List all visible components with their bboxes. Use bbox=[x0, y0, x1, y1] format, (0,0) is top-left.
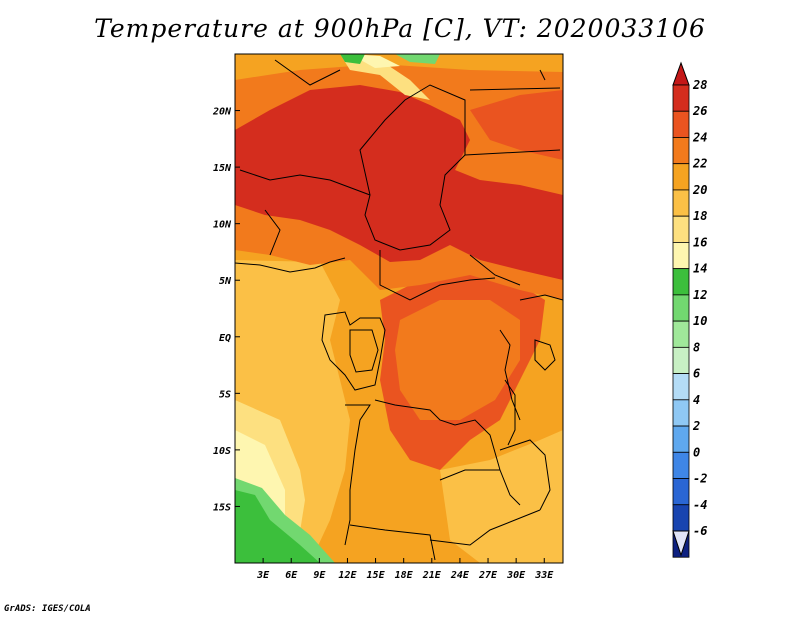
colorbar-label: 26 bbox=[692, 104, 707, 118]
lon-tick-label: 12E bbox=[338, 570, 357, 581]
colorbar-segment bbox=[672, 451, 690, 479]
map-frame bbox=[234, 53, 564, 564]
colorbar-segment bbox=[672, 399, 690, 427]
lat-tick-label: 15N bbox=[213, 163, 232, 174]
colorbar-segment bbox=[672, 373, 690, 401]
colorbar-segment bbox=[672, 478, 690, 506]
lon-tick-label: 21E bbox=[422, 570, 442, 581]
colorbar-segment bbox=[672, 137, 690, 165]
colorbar-segment bbox=[672, 110, 690, 138]
colorbar-label: -4 bbox=[693, 498, 707, 512]
colorbar-segment bbox=[672, 425, 690, 453]
lon-tick-label: 24E bbox=[450, 570, 470, 581]
lon-tick-label: 3E bbox=[256, 570, 270, 581]
colorbar-label: 16 bbox=[693, 235, 707, 249]
colorbar-segment bbox=[672, 268, 690, 296]
lat-tick-label: 10S bbox=[213, 446, 231, 457]
country-boundaries bbox=[235, 59, 563, 561]
lat-tick-label: 5N bbox=[219, 276, 232, 287]
colorbar-segment bbox=[672, 163, 690, 191]
lon-tick-label: 18E bbox=[395, 570, 414, 581]
colorbar-label: -2 bbox=[693, 472, 707, 486]
lat-tick-label: 15S bbox=[213, 502, 231, 513]
colorbar-label: 24 bbox=[692, 130, 707, 144]
colorbar-label: 6 bbox=[693, 367, 700, 381]
colorbar-label: 18 bbox=[693, 209, 707, 223]
lon-tick-label: 6E bbox=[285, 570, 298, 581]
colorbar-label: 22 bbox=[692, 157, 707, 171]
colorbar-segment bbox=[672, 242, 690, 270]
colorbar-segment bbox=[672, 320, 690, 348]
temperature-field bbox=[235, 54, 563, 563]
lon-tick-label: 33E bbox=[534, 570, 554, 581]
chart-title: Temperature at 900hPa [C], VT: 202003310… bbox=[94, 14, 706, 43]
colorbar-segment bbox=[672, 294, 690, 322]
longitude-axis: 3E 6E 9E 12E 15E 18E 21E 24E 27E 30E 33E bbox=[256, 558, 554, 581]
colorbar-top-triangle bbox=[672, 61, 690, 86]
lon-tick-label: 30E bbox=[506, 570, 526, 581]
lon-tick-label: 15E bbox=[367, 570, 386, 581]
colorbar-label: -6 bbox=[693, 524, 707, 538]
colorbar-label: 12 bbox=[693, 288, 707, 302]
latitude-axis: 20N 15N 10N 5N EQ 5S 10S 15S bbox=[212, 107, 240, 513]
lat-tick-label: EQ bbox=[219, 333, 231, 344]
colorbar-label: 20 bbox=[692, 183, 707, 197]
colorbar-label: 14 bbox=[693, 262, 707, 276]
colorbar-segment bbox=[672, 84, 690, 112]
lat-tick-label: 10N bbox=[213, 220, 232, 231]
colorbar-segment bbox=[672, 215, 690, 243]
colorbar-label: 28 bbox=[692, 78, 707, 92]
colorbar-segment bbox=[672, 189, 690, 217]
lat-tick-label: 5S bbox=[219, 389, 231, 400]
colorbar-segment bbox=[672, 346, 690, 374]
colorbar-bottom-triangle bbox=[672, 530, 690, 557]
colorbar-segment bbox=[672, 504, 690, 532]
lon-tick-label: 9E bbox=[313, 570, 326, 581]
colorbar-label: 10 bbox=[693, 314, 707, 328]
colorbar-label: 0 bbox=[693, 445, 700, 459]
colorbar-label: 4 bbox=[693, 393, 700, 407]
lon-tick-label: 27E bbox=[478, 570, 498, 581]
grads-credit: GrADS: IGES/COLA bbox=[4, 604, 91, 614]
colorbar-label: 8 bbox=[693, 340, 700, 354]
colorbar-label: 2 bbox=[692, 419, 700, 433]
lat-tick-label: 20N bbox=[212, 107, 232, 118]
